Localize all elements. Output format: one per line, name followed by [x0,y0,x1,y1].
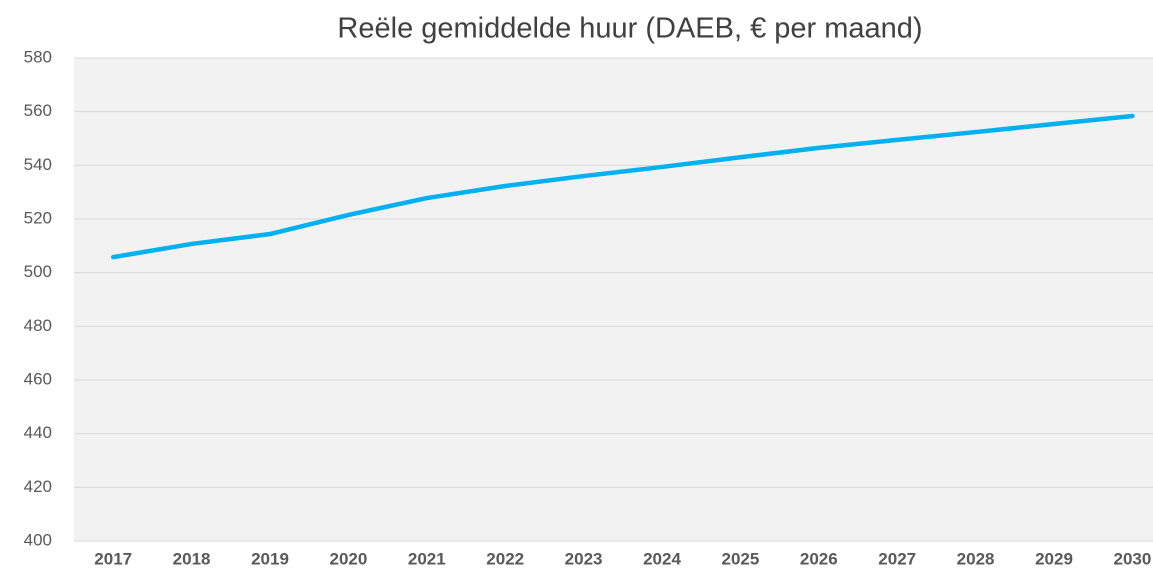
y-tick-label: 440 [24,423,52,442]
x-tick-label: 2024 [643,549,681,568]
x-tick-label: 2021 [408,549,446,568]
y-tick-label: 480 [24,316,52,335]
chart-title: Reële gemiddelde huur (DAEB, € per maand… [337,13,922,45]
plot-area [74,58,1153,541]
x-tick-label: 2028 [957,549,995,568]
y-tick-label: 460 [24,369,52,388]
x-tick-label: 2018 [173,549,211,568]
y-tick-label: 420 [24,477,52,496]
x-tick-label: 2026 [800,549,838,568]
y-tick-label: 400 [24,530,52,549]
x-tick-label: 2027 [878,549,916,568]
x-tick-label: 2029 [1035,549,1073,568]
x-tick-label: 2019 [251,549,289,568]
y-tick-label: 560 [24,101,52,120]
x-tick-label: 2030 [1113,549,1151,568]
data-line [110,113,1135,260]
y-tick-label: 500 [24,262,52,281]
x-tick-label: 2020 [329,549,367,568]
x-tick-label: 2025 [721,549,759,568]
x-tick-label: 2022 [486,549,524,568]
y-tick-label: 540 [24,155,52,174]
y-tick-label: 520 [24,208,52,227]
y-tick-label: 580 [24,47,52,66]
x-tick-label: 2023 [565,549,603,568]
x-tick-label: 2017 [94,549,132,568]
